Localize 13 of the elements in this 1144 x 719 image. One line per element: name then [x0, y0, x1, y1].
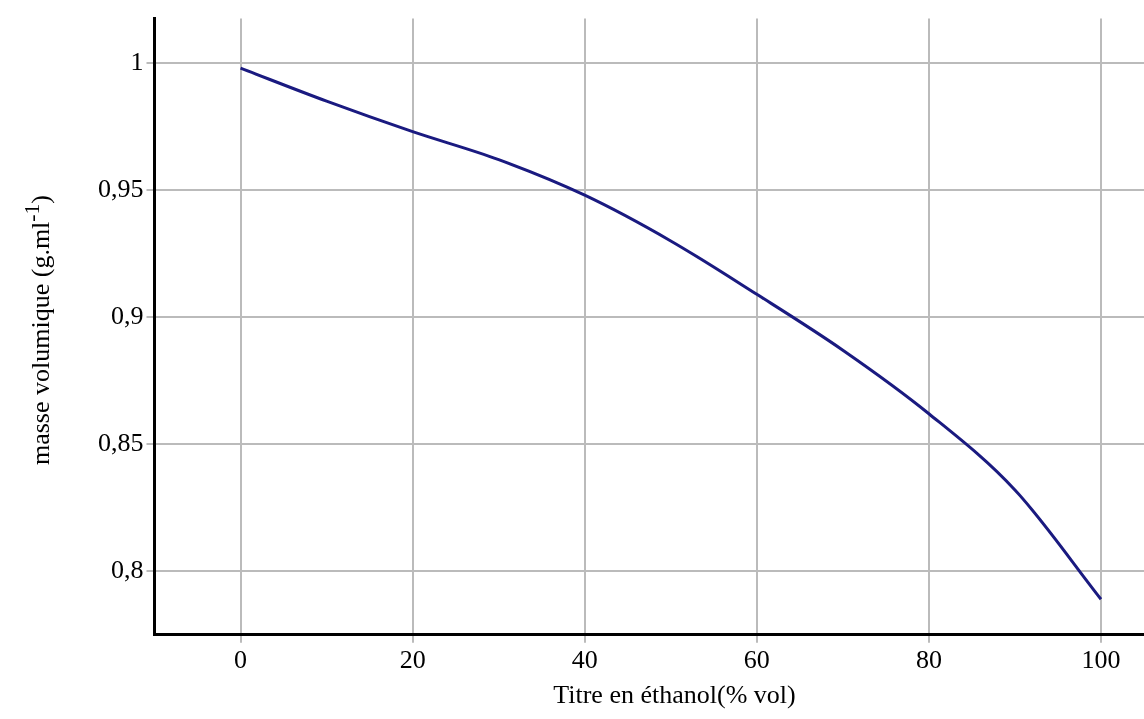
x-axis-title: Titre en éthanol(% vol)	[552, 680, 797, 710]
y-tick-label: 0,95	[98, 173, 144, 203]
x-tick-label: 0	[234, 645, 248, 675]
x-tick-label: 60	[743, 645, 770, 675]
x-tick-label: 80	[915, 645, 942, 675]
x-tick-label: 40	[571, 645, 598, 675]
y-tick-label: 0,85	[98, 428, 144, 458]
x-tick-label: 100	[1081, 645, 1121, 675]
y-tick-label: 1	[130, 46, 144, 76]
y-tick-label: 0,9	[111, 301, 144, 330]
y-tick-label: 0,8	[111, 555, 144, 585]
line-series	[239, 66, 1103, 601]
x-tick-label: 20	[399, 645, 426, 675]
